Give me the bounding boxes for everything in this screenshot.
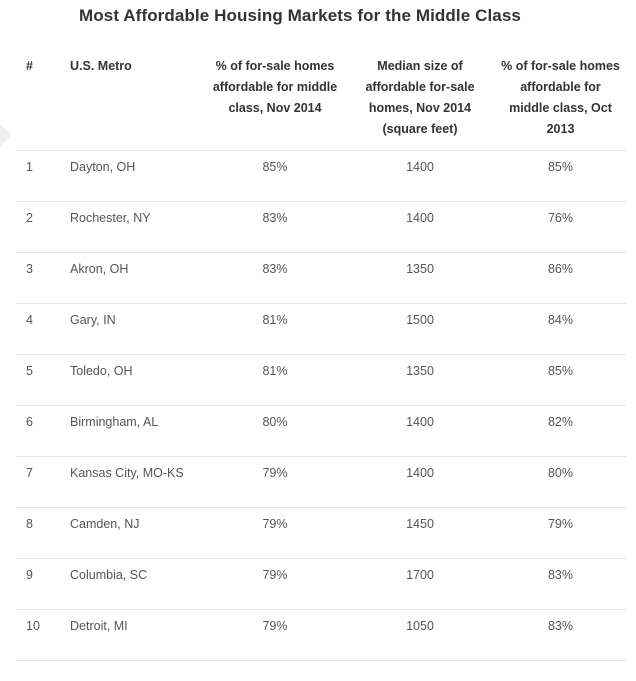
cell-median-size: 1400 xyxy=(345,201,495,253)
header-metro: U.S. Metro xyxy=(64,44,205,151)
cell-metro: Detroit, MI xyxy=(64,609,205,661)
cell-median-size: 1500 xyxy=(345,303,495,355)
cell-metro: Kansas City, MO-KS xyxy=(64,456,205,508)
cell-pct-nov-2014: 79% xyxy=(205,558,345,610)
cell-pct-oct-2013: 76% xyxy=(495,201,626,253)
cell-rank: 6 xyxy=(16,405,64,457)
cell-pct-oct-2013: 82% xyxy=(495,405,626,457)
cell-pct-nov-2014: 85% xyxy=(205,150,345,202)
table-title: Most Affordable Housing Markets for the … xyxy=(79,6,521,25)
table-row: 4 Gary, IN 81% 1500 84% xyxy=(16,303,626,355)
cell-rank: 1 xyxy=(16,150,64,202)
cell-pct-nov-2014: 80% xyxy=(205,405,345,457)
cell-median-size: 1450 xyxy=(345,507,495,559)
header-median-size: Median size of affordable for-sale homes… xyxy=(345,44,495,151)
header-pct-nov-2014: % of for-sale homes affordable for middl… xyxy=(205,44,345,151)
cell-median-size: 1400 xyxy=(345,456,495,508)
cell-rank: 10 xyxy=(16,609,64,661)
cell-pct-nov-2014: 83% xyxy=(205,201,345,253)
header-row: # U.S. Metro % of for-sale homes afforda… xyxy=(16,44,626,151)
cell-pct-oct-2013: 84% xyxy=(495,303,626,355)
cell-pct-oct-2013: 85% xyxy=(495,354,626,406)
cell-rank: 9 xyxy=(16,558,64,610)
table-row: 5 Toledo, OH 81% 1350 85% xyxy=(16,354,626,406)
cell-median-size: 1050 xyxy=(345,609,495,661)
cell-pct-oct-2013: 83% xyxy=(495,609,626,661)
table-row: 1 Dayton, OH 85% 1400 85% xyxy=(16,150,626,202)
cell-median-size: 1400 xyxy=(345,150,495,202)
table-row: 8 Camden, NJ 79% 1450 79% xyxy=(16,507,626,559)
cell-rank: 7 xyxy=(16,456,64,508)
cell-pct-nov-2014: 79% xyxy=(205,456,345,508)
cell-rank: 2 xyxy=(16,201,64,253)
cell-metro: Gary, IN xyxy=(64,303,205,355)
cell-pct-oct-2013: 85% xyxy=(495,150,626,202)
cell-pct-oct-2013: 86% xyxy=(495,252,626,304)
cell-pct-oct-2013: 80% xyxy=(495,456,626,508)
header-rank: # xyxy=(16,44,64,151)
cell-metro: Rochester, NY xyxy=(64,201,205,253)
cell-pct-nov-2014: 79% xyxy=(205,609,345,661)
cell-pct-oct-2013: 83% xyxy=(495,558,626,610)
table-row: 2 Rochester, NY 83% 1400 76% xyxy=(16,201,626,253)
cell-rank: 3 xyxy=(16,252,64,304)
cell-pct-nov-2014: 79% xyxy=(205,507,345,559)
cell-rank: 5 xyxy=(16,354,64,406)
cell-metro: Toledo, OH xyxy=(64,354,205,406)
cell-pct-nov-2014: 81% xyxy=(205,354,345,406)
cell-median-size: 1350 xyxy=(345,354,495,406)
cell-median-size: 1700 xyxy=(345,558,495,610)
cell-pct-oct-2013: 79% xyxy=(495,507,626,559)
table-row: 10 Detroit, MI 79% 1050 83% xyxy=(16,609,626,661)
cell-metro: Dayton, OH xyxy=(64,150,205,202)
cell-median-size: 1400 xyxy=(345,405,495,457)
cell-pct-nov-2014: 83% xyxy=(205,252,345,304)
table-row: 9 Columbia, SC 79% 1700 83% xyxy=(16,558,626,610)
table-row: 7 Kansas City, MO-KS 79% 1400 80% xyxy=(16,456,626,508)
cell-metro: Akron, OH xyxy=(64,252,205,304)
housing-markets-table: # U.S. Metro % of for-sale homes afforda… xyxy=(16,44,626,661)
side-tab-edge xyxy=(0,123,12,151)
header-pct-oct-2013: % of for-sale homes affordable for middl… xyxy=(495,44,626,151)
cell-metro: Camden, NJ xyxy=(64,507,205,559)
table-row: 3 Akron, OH 83% 1350 86% xyxy=(16,252,626,304)
cell-metro: Birmingham, AL xyxy=(64,405,205,457)
cell-rank: 8 xyxy=(16,507,64,559)
table-row: 6 Birmingham, AL 80% 1400 82% xyxy=(16,405,626,457)
cell-metro: Columbia, SC xyxy=(64,558,205,610)
cell-median-size: 1350 xyxy=(345,252,495,304)
cell-rank: 4 xyxy=(16,303,64,355)
cell-pct-nov-2014: 81% xyxy=(205,303,345,355)
